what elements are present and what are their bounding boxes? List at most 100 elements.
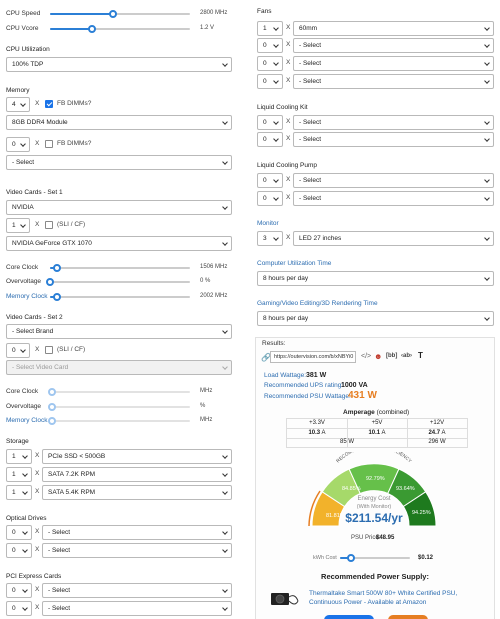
utilization-time-select[interactable]: 8 hours per day <box>257 271 494 286</box>
fan-type-select-1[interactable]: 60mm <box>293 21 494 36</box>
times-sign: X <box>35 140 40 147</box>
amp-value-12v: 24.7 A <box>407 430 467 436</box>
monitor-qty-select[interactable]: 3 <box>257 231 283 246</box>
fan-qty-select-2[interactable]: 0 <box>257 38 283 53</box>
kwh-cost-label: kWh Cost <box>313 555 337 561</box>
liquid-kit-type-select-1[interactable]: - Select <box>293 115 494 130</box>
optical-qty-select-1[interactable]: 0 <box>6 525 32 540</box>
times-sign: X <box>286 24 291 31</box>
pci-type-select-2[interactable]: - Select <box>42 601 232 616</box>
share-url-input[interactable]: https://outervision.com/b/xNBYi0 <box>270 351 356 363</box>
energy-cost-sub: (With Monitor) <box>356 504 392 510</box>
reddit-icon[interactable]: ☻ <box>374 352 383 361</box>
video1-overvoltage-knob[interactable] <box>46 278 54 286</box>
fan-type-select-4[interactable]: - Select <box>293 74 494 89</box>
video1-sli-checkbox[interactable] <box>45 221 53 229</box>
ups-rating-label: Recommended UPS rating: <box>264 382 344 389</box>
optical-type-select-2[interactable]: - Select <box>42 543 232 558</box>
video1-core-clock-slider[interactable] <box>50 264 190 272</box>
memory-qty-select-2[interactable]: 0 <box>6 137 30 152</box>
fan-qty-select-3[interactable]: 0 <box>257 56 283 71</box>
buy-button-secondary[interactable] <box>388 615 428 619</box>
fan-type-select-3[interactable]: - Select <box>293 56 494 71</box>
fb-dimms-checkbox-1[interactable] <box>45 100 53 108</box>
text-format-icon[interactable]: T <box>418 351 423 360</box>
times-sign: X <box>35 346 40 353</box>
memory-qty-select-1[interactable]: 4 <box>6 97 30 112</box>
storage-qty-select-1[interactable]: 1 <box>6 449 32 464</box>
liquid-kit-type-select-2[interactable]: - Select <box>293 132 494 147</box>
video1-core-clock-value: 1506 MHz <box>200 264 228 270</box>
cpu-speed-label: CPU Speed <box>6 10 41 17</box>
buy-button-primary[interactable] <box>324 615 374 619</box>
times-sign: X <box>35 586 40 593</box>
liquid-pump-qty-select-1[interactable]: 0 <box>257 173 283 188</box>
optical-qty-select-2[interactable]: 0 <box>6 543 32 558</box>
bbcode-icon[interactable]: [bb] <box>386 353 398 359</box>
pci-qty-select-2[interactable]: 0 <box>6 601 32 616</box>
video1-overvoltage-slider[interactable] <box>46 278 190 286</box>
video2-qty-select[interactable]: 0 <box>6 343 30 358</box>
video1-core-clock-knob[interactable] <box>53 264 61 272</box>
monitor-type-select[interactable]: LED 27 inches <box>293 231 494 246</box>
amp-unit: A <box>381 430 386 436</box>
storage-qty-select-3[interactable]: 1 <box>6 485 32 500</box>
storage-type-select-1[interactable]: PCIe SSD < 500GB <box>42 449 232 464</box>
video2-sli-checkbox[interactable] <box>45 346 53 354</box>
cpu-vcore-slider[interactable] <box>50 25 190 33</box>
video-set1-label: Video Cards - Set 1 <box>6 189 63 196</box>
optical-type-select-1[interactable]: - Select <box>42 525 232 540</box>
liquid-kit-qty-select-1[interactable]: 0 <box>257 115 283 130</box>
pci-qty-select-1[interactable]: 0 <box>6 583 32 598</box>
monitor-label[interactable]: Monitor <box>257 220 279 227</box>
storage-type-select-3[interactable]: SATA 5.4K RPM <box>42 485 232 500</box>
video1-core-clock-label: Core Clock <box>6 264 39 271</box>
kwh-cost-slider[interactable] <box>340 554 410 562</box>
fan-qty-select-4[interactable]: 0 <box>257 74 283 89</box>
liquid-pump-label: Liquid Cooling Pump <box>257 162 317 169</box>
video2-brand-select[interactable]: - Select Brand <box>6 324 232 339</box>
cpu-speed-slider[interactable] <box>50 10 190 18</box>
embed-code-icon[interactable]: </> <box>361 353 372 360</box>
video1-memory-clock-knob[interactable] <box>53 293 61 301</box>
memory-type-select-1[interactable]: 8GB DDR4 Module <box>6 115 232 130</box>
video1-brand-select[interactable]: NVIDIA <box>6 200 232 215</box>
video1-sli-label: (SLI / CF) <box>57 221 86 228</box>
watt-value-low: 85 W <box>339 439 354 445</box>
memory-type-select-2[interactable]: - Select <box>6 155 232 170</box>
cpu-vcore-value: 1.2 V <box>200 25 215 31</box>
video1-qty-select[interactable]: 1 <box>6 218 30 233</box>
gaming-time-select[interactable]: 8 hours per day <box>257 311 494 326</box>
cpu-vcore-knob[interactable] <box>88 25 96 33</box>
gaming-time-label[interactable]: Gaming/Video Editing/3D Rendering Time <box>257 300 378 307</box>
video1-memory-clock-label[interactable]: Memory Clock <box>6 293 48 300</box>
gauge-title: RECOMMENDED PSU EFFICIENCY <box>335 452 413 465</box>
kwh-cost-knob[interactable] <box>346 554 355 562</box>
video2-memory-clock-label[interactable]: Memory Clock <box>6 417 48 424</box>
recommended-psu-link[interactable]: Thermaltake Smart 500W 80+ White Certifi… <box>309 590 458 606</box>
psu-product-icon <box>271 593 299 605</box>
video2-overvoltage-slider <box>48 403 190 411</box>
optical-drives-label: Optical Drives <box>6 515 47 522</box>
liquid-kit-qty-select-2[interactable]: 0 <box>257 132 283 147</box>
pci-type-select-1[interactable]: - Select <box>42 583 232 598</box>
video1-memory-clock-slider[interactable] <box>50 293 190 301</box>
amp-unit: A <box>321 430 326 436</box>
fb-dimms-checkbox-2[interactable] <box>45 140 53 148</box>
utilization-time-label[interactable]: Computer Utilization Time <box>257 260 332 267</box>
html-code-icon[interactable]: ‹ab› <box>401 353 412 359</box>
fan-qty-select-1[interactable]: 1 <box>257 21 283 36</box>
cpu-speed-knob[interactable] <box>109 10 117 18</box>
fan-type-select-2[interactable]: - Select <box>293 38 494 53</box>
liquid-pump-type-select-1[interactable]: - Select <box>293 173 494 188</box>
liquid-pump-type-select-2[interactable]: - Select <box>293 191 494 206</box>
video1-model-select[interactable]: NVIDIA GeForce GTX 1070 <box>6 236 232 251</box>
results-label: Results: <box>262 340 286 347</box>
ups-rating-value: 1000 VA <box>341 382 368 389</box>
liquid-pump-qty-select-2[interactable]: 0 <box>257 191 283 206</box>
storage-qty-select-2[interactable]: 1 <box>6 467 32 482</box>
link-icon: 🔗 <box>261 353 271 362</box>
storage-type-select-2[interactable]: SATA 7.2K RPM <box>42 467 232 482</box>
amperage-table: +3.3V +5V +12V 10.3 A 10.1 A 24.7 A 85 W… <box>286 418 468 448</box>
cpu-utilization-select[interactable]: 100% TDP <box>6 57 232 72</box>
